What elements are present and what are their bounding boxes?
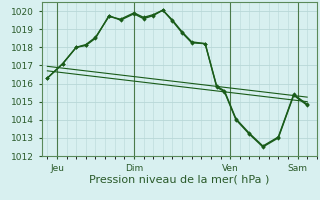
X-axis label: Pression niveau de la mer( hPa ): Pression niveau de la mer( hPa ) — [89, 174, 269, 184]
